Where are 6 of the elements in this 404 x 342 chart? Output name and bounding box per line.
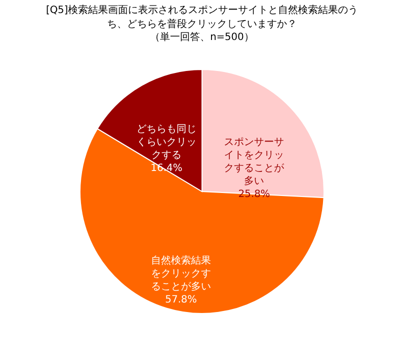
slice-label: スポンサーサイトをクリックすることが多い: [224, 136, 286, 187]
slice-label: 自然検索結果をクリックすることが多い: [151, 254, 212, 292]
chart-subtitle: （単一回答、n=500）: [150, 31, 254, 43]
slice-label: どちらも同じくらいクリックする: [136, 124, 197, 161]
data-label: 57.8%: [165, 294, 197, 306]
chart-title: [Q5]検索結果画面に表示されるスポンサーサイトと自然検索結果のうち、どちらを普段クリックしていますか？: [46, 4, 358, 30]
